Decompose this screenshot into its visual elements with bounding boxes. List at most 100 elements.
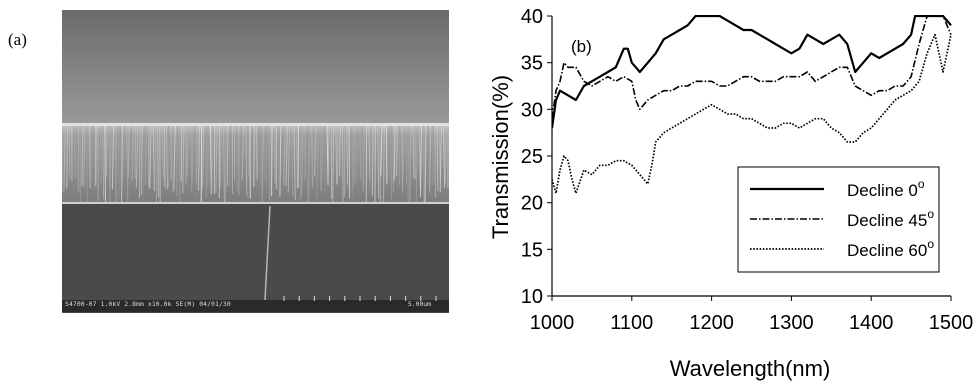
sem-nanorod: [171, 125, 174, 192]
sem-nanorod: [388, 125, 390, 183]
sem-micrograph: S4700-07 1.0kV 2.8mm x10.0k SE(M) 04/01/…: [62, 10, 449, 313]
x-tick-label: 1400: [849, 312, 894, 334]
sem-nanorod: [194, 125, 197, 198]
sem-scale-ticks: [283, 296, 437, 301]
sem-nanorod: [176, 125, 178, 196]
sem-nanorod: [83, 125, 86, 187]
y-tick-label: 30: [521, 99, 543, 121]
sem-nanorod: [131, 125, 134, 181]
sem-nanorod: [383, 125, 385, 206]
y-tick-label: 35: [521, 53, 543, 75]
sem-image: [62, 10, 449, 313]
x-axis: 1000 1100 1200 1300 1400 1500: [530, 296, 973, 334]
sem-nanorod: [73, 125, 76, 178]
sem-nanorod: [256, 125, 258, 181]
y-tick-label: 20: [521, 193, 543, 215]
x-tick-label: 1000: [530, 312, 575, 334]
sem-nanorod: [419, 125, 423, 197]
sem-film-surface: [62, 10, 449, 125]
sem-nanorod: [385, 125, 388, 185]
x-axis-label: Wavelength(nm): [670, 356, 831, 381]
sem-caption: S4700-07 1.0kV 2.8mm x10.0k SE(M) 04/01/…: [65, 300, 231, 308]
sem-nanorod: [443, 125, 446, 189]
sem-nanorod: [77, 125, 80, 193]
sem-nanorod: [438, 125, 441, 182]
x-tick-label: 1100: [610, 312, 653, 334]
sem-nanorod: [291, 125, 294, 198]
sem-nanorod: [287, 125, 291, 193]
sem-nanorod: [362, 125, 365, 192]
sem-nanorod: [380, 125, 383, 177]
sem-nanorod: [126, 125, 129, 201]
y-axis: 10 15 20 25 30 35 40: [521, 6, 552, 308]
sem-nanorod: [412, 125, 415, 179]
sem-nanorod: [424, 125, 427, 204]
sem-nanorod: [377, 125, 380, 199]
sem-nanorods: [62, 125, 449, 207]
sem-nanorod: [202, 125, 205, 189]
sem-nanorod: [311, 125, 314, 188]
sem-nanorod: [122, 125, 126, 178]
sem-nanorod: [279, 125, 282, 197]
sem-nanorod: [335, 125, 338, 185]
sem-nanorod: [293, 125, 296, 201]
y-axis-label: Transmission(%): [488, 75, 513, 239]
sem-nanorod: [93, 125, 95, 189]
y-tick-label: 10: [521, 286, 543, 308]
degree-symbol: o: [927, 237, 934, 251]
sem-nanorod: [371, 125, 374, 196]
sem-nanorod: [170, 125, 172, 181]
sem-nanorod: [196, 125, 198, 185]
sem-nanorod: [354, 125, 357, 184]
sem-nanorod: [241, 125, 244, 180]
sem-nanorod: [62, 125, 64, 193]
sem-nanorod: [142, 125, 145, 203]
sem-nanorod: [223, 125, 225, 204]
sem-nanorod: [109, 125, 112, 205]
sem-nanorod: [108, 125, 111, 188]
y-tick-label: 40: [521, 6, 543, 28]
sem-nanorod: [332, 125, 335, 203]
sem-nanorod: [135, 125, 139, 189]
sem-nanorod: [229, 125, 231, 187]
x-tick-label: 1200: [689, 312, 734, 334]
series-line-2: [552, 15, 952, 119]
sem-nanorod: [111, 125, 115, 190]
sem-nanorod: [265, 125, 269, 186]
sem-nanorod: [213, 125, 216, 195]
sem-nanorod: [75, 125, 79, 190]
sem-nanorod: [245, 125, 248, 197]
sem-nanorod: [186, 125, 189, 177]
sem-nanorod: [263, 125, 266, 181]
panel-b-label: (b): [571, 37, 592, 56]
sem-nanorod: [273, 125, 276, 184]
sem-nanorod: [295, 125, 298, 188]
sem-nanorod: [409, 125, 412, 203]
sem-crack: [264, 205, 271, 301]
x-tick-label: 1300: [769, 312, 814, 334]
sem-nanorod: [226, 125, 229, 187]
sem-nanorod: [359, 125, 362, 180]
y-tick-label: 25: [521, 146, 543, 168]
series-layer: [552, 15, 952, 195]
sem-nanorod: [369, 125, 372, 191]
sem-nanorod: [314, 125, 317, 177]
sem-nanorod: [360, 125, 363, 181]
sem-nanorod: [429, 125, 431, 194]
sem-nanorod: [396, 125, 398, 177]
sem-nanorod: [390, 125, 393, 202]
sem-nanorod: [154, 125, 158, 206]
legend-label: Decline 60o: [847, 237, 934, 260]
sem-nanorod: [402, 125, 405, 180]
sem-nanorod: [313, 125, 315, 177]
sem-nanorod: [418, 125, 421, 189]
legend: Decline 0o Decline 45o Decline 60o: [737, 166, 940, 273]
sem-nanorod: [88, 125, 91, 189]
sem-nanorod: [350, 125, 354, 200]
sem-nanorod: [152, 125, 155, 192]
sem-nanorod: [301, 125, 304, 195]
sem-nanorod: [121, 125, 123, 203]
sem-nanorod: [127, 125, 130, 178]
sem-nanorod: [139, 125, 141, 199]
sem-nanorod: [163, 125, 166, 188]
